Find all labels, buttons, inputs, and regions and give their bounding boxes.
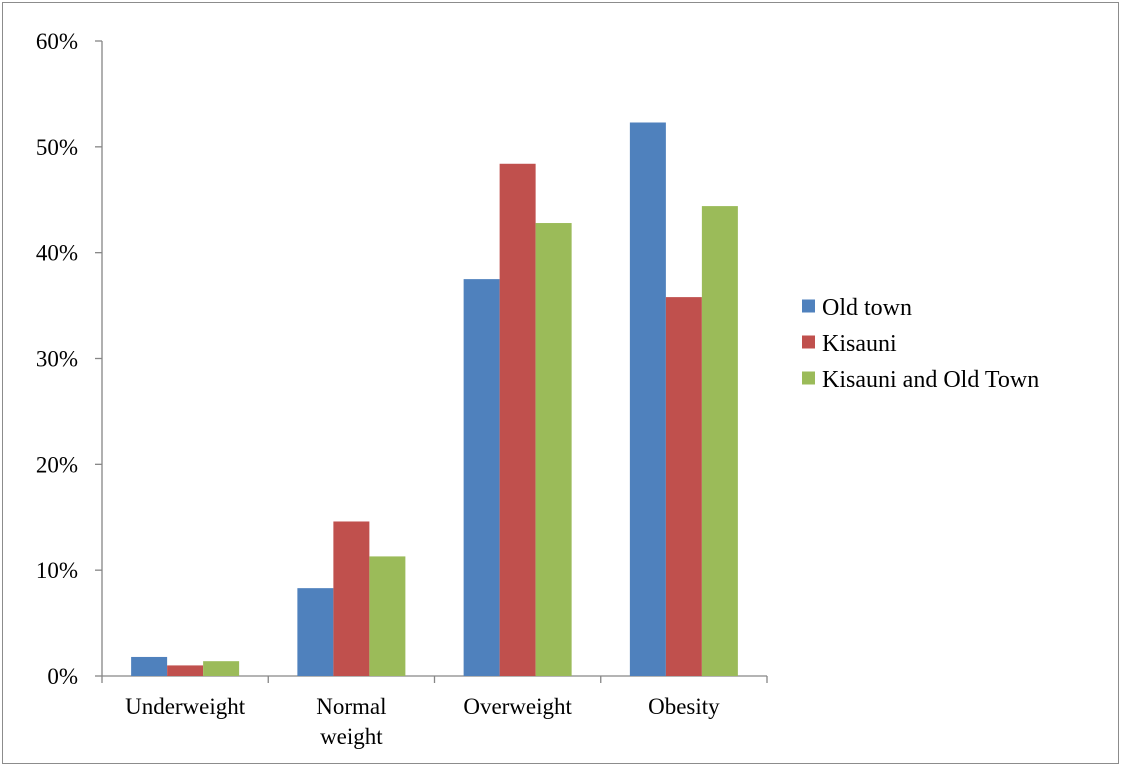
x-tick-label: Underweight	[125, 694, 246, 719]
x-tick-label: Obesity	[648, 694, 720, 719]
bar-kisauni-3	[665, 297, 702, 676]
x-tick-label-line: weight	[320, 724, 383, 749]
bar-kisauni-0	[167, 665, 204, 676]
bar-old-town-2	[463, 279, 500, 676]
legend-label-0: Old town	[822, 295, 912, 321]
y-tick-label: 30%	[36, 347, 78, 372]
legend: Old town Kisauni Kisauni and Old Town	[802, 295, 1039, 393]
y-tick-label: 60%	[36, 29, 78, 54]
bar-kisauni-1	[333, 521, 370, 676]
y-tick-label: 50%	[36, 135, 78, 160]
legend-swatch-2	[802, 371, 815, 385]
bar-kisauni-2	[499, 163, 536, 676]
x-tick-label-line: Underweight	[125, 694, 246, 719]
x-tick-label: Overweight	[463, 694, 572, 719]
y-tick-label: 20%	[36, 452, 78, 477]
bar-old-town-0	[131, 656, 168, 676]
bar-kisauni-and-old-town-2	[535, 223, 572, 677]
x-tick-label-line: Overweight	[463, 694, 572, 719]
bar-kisauni-and-old-town-3	[701, 206, 738, 676]
bar-old-town-3	[629, 122, 666, 676]
legend-label-2: Kisauni and Old Town	[822, 367, 1039, 393]
y-tick-label: 0%	[47, 664, 78, 689]
legend-swatch-1	[802, 335, 815, 349]
y-tick-label: 10%	[36, 558, 78, 583]
bar-kisauni-and-old-town-1	[369, 556, 406, 676]
x-tick-label-line: Obesity	[648, 694, 720, 719]
bar-old-town-1	[297, 588, 334, 676]
x-tick-label: Normal weight	[316, 694, 386, 749]
legend-label-1: Kisauni	[822, 331, 897, 357]
bar-kisauni-and-old-town-0	[203, 661, 240, 676]
legend-swatch-0	[802, 299, 815, 313]
y-tick-label: 40%	[36, 241, 78, 266]
x-tick-label-line: Normal	[316, 694, 386, 719]
plot-area: 0% 10% 20% 30% 40% 50% 60% Underweight Normal wei…	[36, 29, 768, 749]
